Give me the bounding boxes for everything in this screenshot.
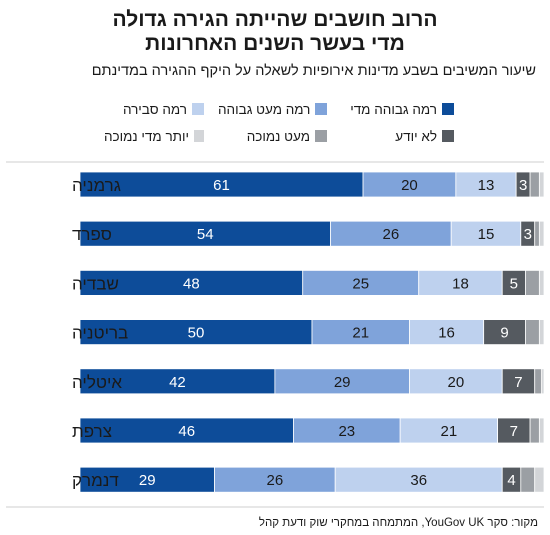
bar-segment <box>538 220 545 247</box>
legend-label: מעט נמוכה <box>246 128 310 144</box>
data-label: 9 <box>500 325 508 342</box>
data-label: 18 <box>452 275 469 292</box>
data-label: 54 <box>197 226 214 243</box>
data-label: 7 <box>514 374 522 391</box>
category-label: שבדיה <box>72 274 119 293</box>
bar-segment <box>79 269 304 296</box>
bar-segment <box>501 368 536 395</box>
category-label: ספרד <box>72 225 112 244</box>
bar-segment <box>483 319 526 346</box>
bar-segment <box>541 368 545 395</box>
category-label: גרמניה <box>72 176 121 195</box>
bar-segment <box>311 319 410 346</box>
bar-segment <box>529 171 540 198</box>
data-label: 3 <box>519 177 527 194</box>
bar-segment <box>409 368 503 395</box>
legend-swatch <box>315 130 327 142</box>
legend-label: לא יודע <box>395 128 437 144</box>
bar-segment <box>79 220 331 247</box>
bar-segment <box>534 466 545 493</box>
legend-label: רמה מעט גבוהה <box>218 101 311 117</box>
title-line-1: הרוב חושבים שהייתה הגירה גדולה <box>112 8 438 31</box>
legend-item-reasonable: רמה סבירה <box>104 102 204 117</box>
category-label: בריטניה <box>72 324 128 343</box>
bar-segment <box>302 269 420 296</box>
data-label: 36 <box>410 472 427 489</box>
category-label: איטליה <box>72 373 122 392</box>
legend-item-too-high: רמה גבוהה מדי <box>341 102 454 117</box>
bar-segment <box>534 220 540 247</box>
bar-segment <box>334 466 503 493</box>
bar-segment <box>214 466 336 493</box>
legend-swatch <box>315 103 327 115</box>
legend-row-2: לא יודע מעט נמוכה יותר מדי נמוכה <box>34 126 454 146</box>
bar-segment <box>455 171 517 198</box>
data-label: 7 <box>510 423 518 440</box>
data-label: 5 <box>510 275 518 292</box>
bar-segment <box>534 368 543 395</box>
bar-segment <box>418 269 503 296</box>
data-label: 26 <box>383 226 400 243</box>
data-label: 23 <box>338 423 355 440</box>
data-label: 46 <box>178 423 195 440</box>
data-label: 16 <box>438 325 455 342</box>
data-label: 4 <box>507 472 515 489</box>
title-line-2: מדי בעשר השנים האחרונות <box>145 32 405 55</box>
legend-swatch <box>194 130 204 142</box>
bar-segment <box>399 417 499 444</box>
bar-segment <box>79 417 294 444</box>
data-label: 48 <box>183 275 200 292</box>
bar-segment <box>538 417 545 444</box>
bar-segment <box>525 319 540 346</box>
bar-segment <box>538 319 545 346</box>
bar-segment <box>79 319 313 346</box>
data-label: 21 <box>352 325 369 342</box>
legend-item-dont-know: לא יודע <box>341 129 454 144</box>
source-note: מקור: סקר YouGov UK, המתמחה במחקרי שוק ו… <box>258 517 538 529</box>
legend-item-slightly-low: מעט נמוכה <box>218 129 327 144</box>
data-label: 21 <box>441 423 458 440</box>
bar-segment <box>520 466 536 493</box>
bar-segment <box>409 319 485 346</box>
data-label: 26 <box>267 472 284 489</box>
legend-item-too-low: יותר מדי נמוכה <box>104 129 204 144</box>
legend-label: יותר מדי נמוכה <box>104 128 189 144</box>
bar-segment <box>293 417 401 444</box>
legend-row-1: רמה גבוהה מדי רמה מעט גבוהה רמה סבירה <box>34 99 454 119</box>
data-label: 20 <box>447 374 464 391</box>
bar-segment <box>79 171 364 198</box>
data-label: 50 <box>188 325 205 342</box>
legend-swatch <box>442 130 454 142</box>
legend: רמה גבוהה מדי רמה מעט גבוהה רמה סבירה לא… <box>34 99 454 153</box>
bar-segment <box>529 417 540 444</box>
legend-item-slightly-high: רמה מעט גבוהה <box>218 102 327 117</box>
legend-label: רמה סבירה <box>122 101 187 117</box>
bar-segment <box>538 171 545 198</box>
category-label: דנמרק <box>72 471 119 490</box>
legend-swatch <box>442 103 454 115</box>
legend-label: רמה גבוהה מדי <box>350 101 437 117</box>
bar-segment <box>525 269 540 296</box>
data-label: 3 <box>524 226 532 243</box>
data-label: 13 <box>478 177 495 194</box>
chart-title: הרוב חושבים שהייתה הגירה גדולה מדי בעשר … <box>14 8 536 56</box>
bar-segment <box>79 466 215 493</box>
data-label: 20 <box>401 177 418 194</box>
data-label: 15 <box>478 226 495 243</box>
chart-subtitle: שיעור המשיבים בשבע מדינות אירופיות לשאלה… <box>91 63 536 79</box>
data-label: 25 <box>352 275 369 292</box>
bar-segment <box>497 417 531 444</box>
data-label: 29 <box>334 374 351 391</box>
legend-swatch <box>192 103 204 115</box>
data-label: 42 <box>169 374 186 391</box>
bar-segment <box>330 220 452 247</box>
bar-segment <box>538 269 545 296</box>
bar-segment <box>79 368 276 395</box>
category-label: צרפת <box>72 422 112 441</box>
data-label: 61 <box>213 177 230 194</box>
data-label: 29 <box>139 472 156 489</box>
